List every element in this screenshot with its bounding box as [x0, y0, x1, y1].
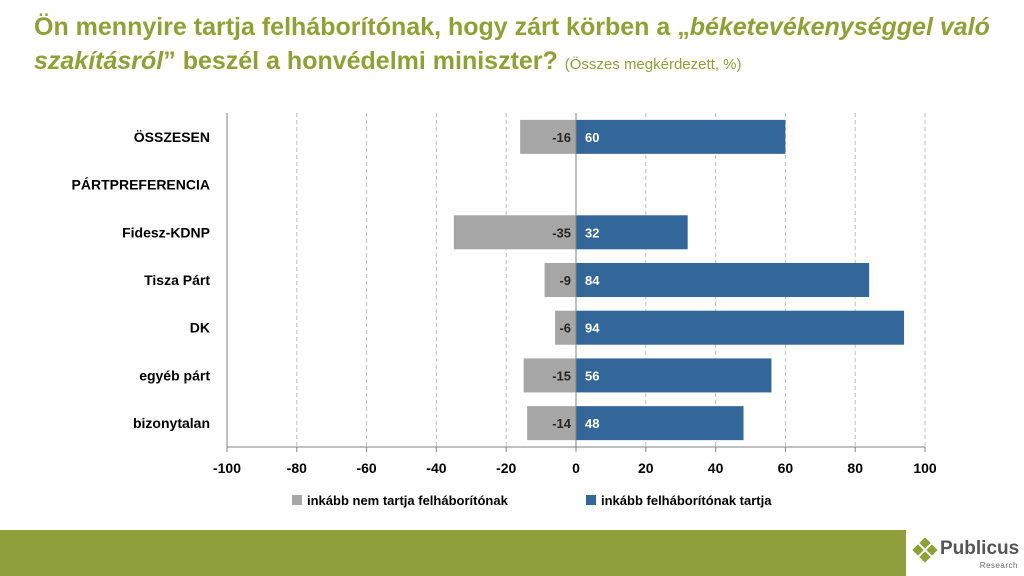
x-tick-label: -100 — [213, 460, 241, 476]
x-tick-label: -60 — [356, 460, 376, 476]
title-part1: Ön mennyire tartja felháborítónak, hogy … — [34, 13, 690, 41]
bar-positive — [576, 215, 688, 250]
data-label-negative: -15 — [552, 368, 571, 383]
logo-mark-icon — [912, 538, 938, 563]
x-tick-label: 0 — [572, 460, 580, 476]
chart-title: Ön mennyire tartja felháborítónak, hogy … — [34, 10, 1004, 82]
bar-positive — [576, 406, 744, 441]
x-tick-label: 80 — [847, 460, 863, 476]
data-label-positive: 32 — [585, 225, 599, 240]
bar-negative — [523, 358, 576, 393]
publicus-logo: Publicus Research — [906, 530, 1024, 576]
footer-bar — [0, 530, 1024, 576]
data-label-negative: -16 — [552, 130, 571, 145]
bar-chart: -16 60 ÖSSZESEN PÁRTPREFERENCIA -35 32 Fidesz-… — [72, 113, 937, 508]
data-label-positive: 60 — [585, 130, 599, 145]
logo-sub: Research — [979, 561, 1018, 570]
data-label-positive: 94 — [585, 321, 600, 336]
data-label-negative: -6 — [559, 321, 571, 336]
data-label-negative: -35 — [552, 225, 571, 240]
x-tick-label: 100 — [913, 460, 937, 476]
bar-negative — [520, 119, 576, 154]
category-label: ÖSSZESEN — [134, 129, 210, 145]
x-tick-label: -40 — [426, 460, 446, 476]
x-tick-label: 60 — [778, 460, 794, 476]
bar-negative — [555, 310, 576, 345]
chart-subtitle: (Összes megkérdezett, %) — [564, 56, 742, 73]
x-tick-label: 20 — [638, 460, 654, 476]
bar-positive — [576, 310, 905, 345]
data-label-positive: 48 — [585, 416, 599, 431]
data-label-positive: 84 — [585, 273, 600, 288]
x-tick-label: -20 — [496, 460, 516, 476]
data-label-positive: 56 — [585, 368, 599, 383]
bar-negative — [544, 263, 576, 297]
bar-positive — [576, 358, 772, 393]
data-label-negative: -9 — [559, 273, 571, 288]
title-part2: ” beszél a honvédelmi miniszter? — [163, 47, 558, 75]
data-label-negative: -14 — [552, 416, 572, 431]
category-label: DK — [190, 320, 210, 336]
category-label: bizonytalan — [133, 415, 210, 431]
x-tick-label: -80 — [287, 460, 307, 476]
bar-negative — [527, 406, 576, 441]
category-label: egyéb párt — [139, 367, 210, 383]
category-label: PÁRTPREFERENCIA — [72, 177, 210, 193]
bar-negative — [453, 215, 576, 250]
legend-swatch — [292, 495, 302, 505]
x-tick-label: 40 — [708, 460, 724, 476]
bar-positive — [576, 119, 786, 154]
bar-positive — [576, 263, 870, 297]
category-label: Fidesz-KDNP — [122, 224, 210, 240]
legend-label: inkább nem tartja felháborítónak — [307, 493, 509, 508]
legend-label: inkább felháborítónak tartja — [601, 493, 772, 508]
legend-swatch — [586, 495, 596, 505]
category-label: Tisza Párt — [144, 272, 210, 288]
logo-name: Publicus — [940, 538, 1020, 559]
title-emphasis: béketevékenységgel való szakításról — [34, 13, 990, 75]
